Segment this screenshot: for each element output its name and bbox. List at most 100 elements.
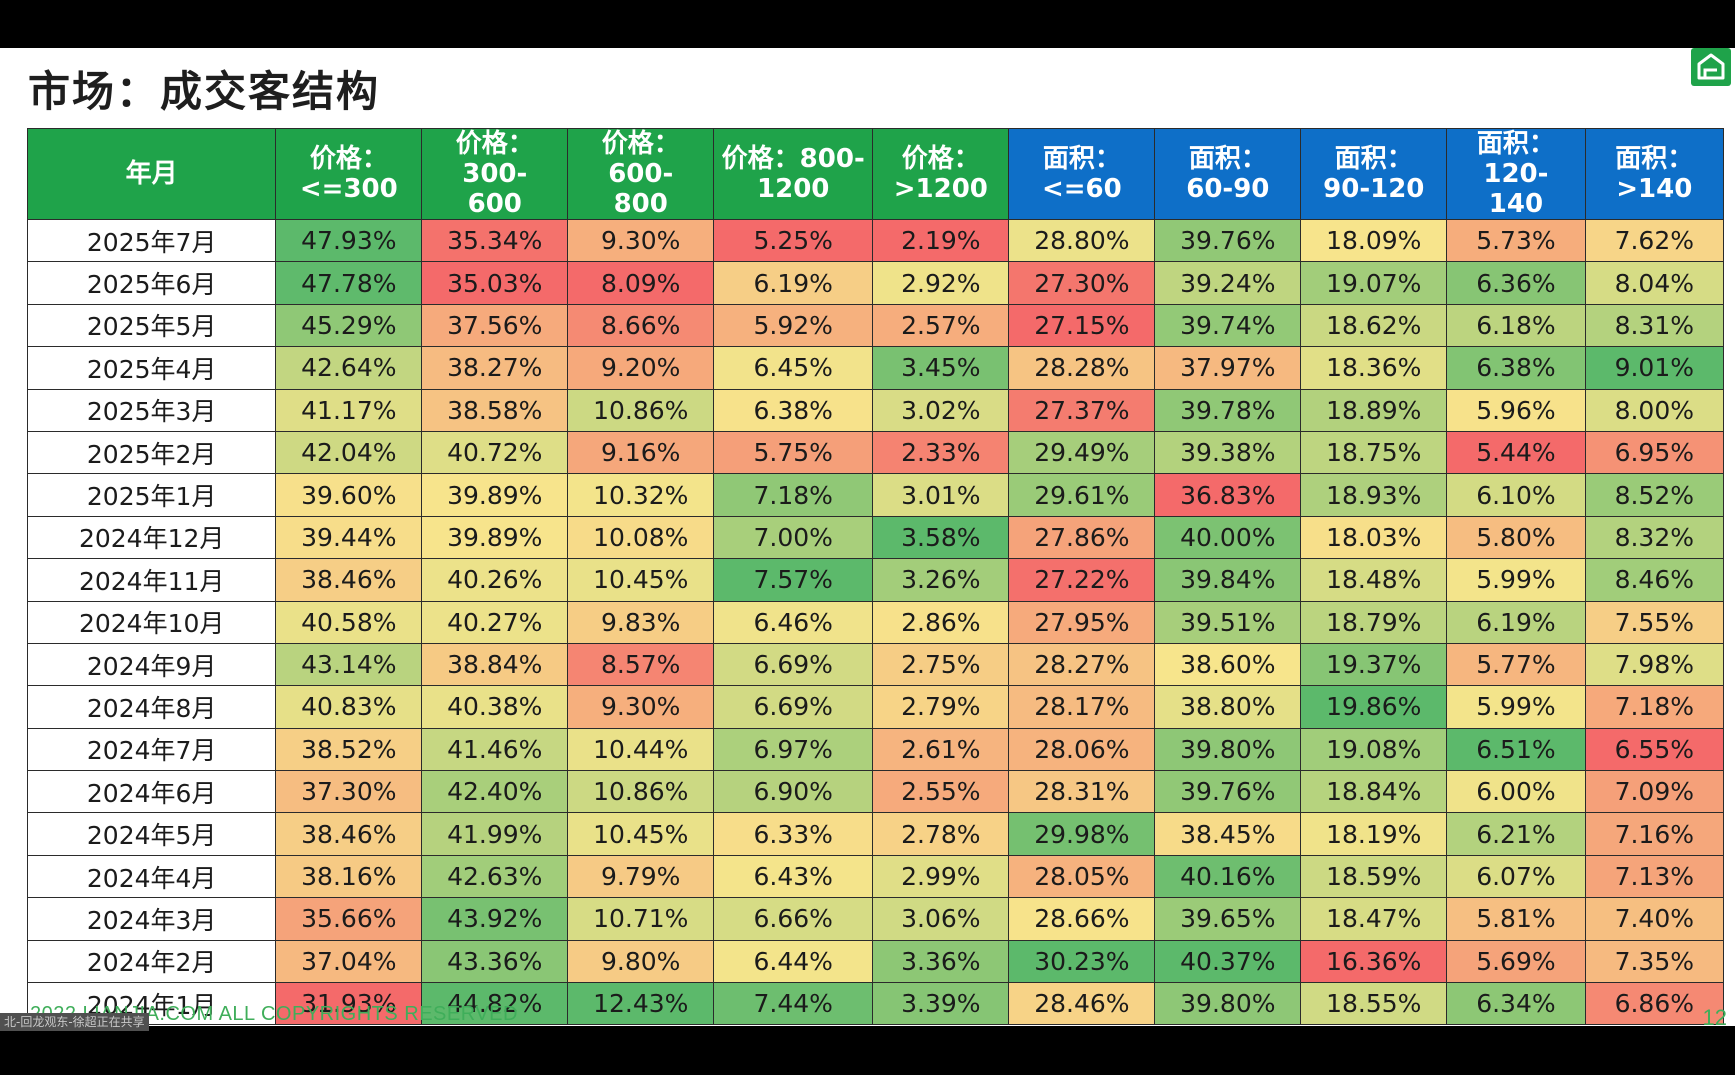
value-cell: 7.62%: [1584, 218, 1725, 263]
table-row: 2024年9月 43.14% 38.84% 8.57% 6.69% 2.75% 28.27%…: [26, 642, 1725, 687]
value-cell: 6.38%: [713, 388, 874, 432]
value-cell: 40.72%: [421, 430, 569, 475]
value-cell: 6.51%: [1446, 727, 1586, 772]
value-cell: 6.45%: [713, 346, 874, 390]
month-cell: 2024年12月: [26, 515, 277, 560]
column-header-line: 90-120: [1323, 174, 1425, 204]
value-cell: 43.14%: [275, 642, 423, 687]
page-title: 市场：成交客结构: [28, 67, 381, 116]
value-cell: 3.58%: [872, 515, 1010, 560]
value-cell: 2.86%: [872, 600, 1010, 644]
value-cell: 18.09%: [1300, 218, 1448, 263]
value-cell: 9.16%: [567, 430, 715, 475]
table-row: 2024年10月 40.58% 40.27% 9.83% 6.46% 2.86% 27.95…: [26, 600, 1725, 644]
value-cell: 2.99%: [872, 854, 1010, 899]
value-cell: 28.17%: [1008, 685, 1156, 729]
value-cell: 30.23%: [1008, 939, 1156, 984]
value-cell: 40.37%: [1154, 939, 1302, 984]
month-cell: 2024年11月: [26, 558, 277, 602]
value-cell: 3.45%: [872, 346, 1010, 390]
value-cell: 38.45%: [1154, 812, 1302, 856]
value-cell: 38.80%: [1154, 685, 1302, 729]
month-cell: 2025年5月: [26, 303, 277, 348]
value-cell: 9.20%: [567, 346, 715, 390]
value-cell: 29.61%: [1008, 473, 1156, 517]
value-cell: 16.36%: [1300, 939, 1448, 984]
value-cell: 18.48%: [1300, 558, 1448, 602]
value-cell: 18.47%: [1300, 897, 1448, 941]
column-header: 价格：600- 800: [567, 128, 715, 220]
column-header: 价格：300- 600: [421, 128, 569, 220]
value-cell: 39.78%: [1154, 388, 1302, 432]
value-cell: 40.16%: [1154, 854, 1302, 899]
value-cell: 45.29%: [275, 303, 423, 348]
column-header-line: 面积：: [1334, 144, 1413, 174]
column-header: 价格：800- 1200: [713, 128, 874, 220]
structure-table: 年月 价格： <=300 价格：300- 600 价格：600- 800 价格：800- 120…: [26, 128, 1725, 1026]
table-row: 2024年5月 38.46% 41.99% 10.45% 6.33% 2.78% 29.98…: [26, 812, 1725, 856]
table-row: 2024年11月 38.46% 40.26% 10.45% 7.57% 3.26% 27.2…: [26, 558, 1725, 602]
value-cell: 8.09%: [567, 261, 715, 305]
value-cell: 8.04%: [1584, 261, 1725, 305]
value-cell: 6.44%: [713, 939, 874, 984]
value-cell: 10.32%: [567, 473, 715, 517]
value-cell: 18.36%: [1300, 346, 1448, 390]
value-cell: 38.60%: [1154, 642, 1302, 687]
column-header-line: 1200: [757, 174, 830, 204]
value-cell: 38.27%: [421, 346, 569, 390]
value-cell: 44.82%: [421, 982, 569, 1026]
value-cell: 39.80%: [1154, 982, 1302, 1026]
value-cell: 6.33%: [713, 812, 874, 856]
value-cell: 36.83%: [1154, 473, 1302, 517]
value-cell: 35.66%: [275, 897, 423, 941]
value-cell: 40.00%: [1154, 515, 1302, 560]
value-cell: 42.40%: [421, 770, 569, 814]
value-cell: 10.45%: [567, 812, 715, 856]
value-cell: 8.31%: [1584, 303, 1725, 348]
value-cell: 27.30%: [1008, 261, 1156, 305]
value-cell: 18.62%: [1300, 303, 1448, 348]
column-header-line: 600: [467, 189, 522, 219]
column-header: 面积：120- 140: [1446, 128, 1586, 220]
value-cell: 6.19%: [1446, 600, 1586, 644]
column-header: 面积： 90-120: [1300, 128, 1448, 220]
value-cell: 2.19%: [872, 218, 1010, 263]
value-cell: 8.00%: [1584, 388, 1725, 432]
value-cell: 19.86%: [1300, 685, 1448, 729]
value-cell: 28.31%: [1008, 770, 1156, 814]
value-cell: 40.26%: [421, 558, 569, 602]
table-row: 2025年7月 47.93% 35.34% 9.30% 5.25% 2.19% 28.80%…: [26, 218, 1725, 263]
month-cell: 2025年1月: [26, 473, 277, 517]
value-cell: 39.65%: [1154, 897, 1302, 941]
value-cell: 6.00%: [1446, 770, 1586, 814]
month-cell: 2024年7月: [26, 727, 277, 772]
value-cell: 19.37%: [1300, 642, 1448, 687]
value-cell: 3.39%: [872, 982, 1010, 1026]
value-cell: 39.44%: [275, 515, 423, 560]
value-cell: 28.66%: [1008, 897, 1156, 941]
table-row: 2024年2月 37.04% 43.36% 9.80% 6.44% 3.36% 30.23%…: [26, 939, 1725, 984]
column-header-line: 面积：120-: [1476, 129, 1555, 189]
column-header: 面积： 60-90: [1154, 128, 1302, 220]
value-cell: 8.46%: [1584, 558, 1725, 602]
value-cell: 38.16%: [275, 854, 423, 899]
value-cell: 5.44%: [1446, 430, 1586, 475]
month-cell: 2024年9月: [26, 642, 277, 687]
value-cell: 9.30%: [567, 218, 715, 263]
month-cell: 2024年4月: [26, 854, 277, 899]
column-header-line: <=300: [299, 174, 398, 204]
month-cell: 2024年3月: [26, 897, 277, 941]
value-cell: 41.99%: [421, 812, 569, 856]
lianjia-house-icon: [1691, 48, 1731, 86]
value-cell: 6.66%: [713, 897, 874, 941]
value-cell: 39.60%: [275, 473, 423, 517]
value-cell: 19.07%: [1300, 261, 1448, 305]
value-cell: 38.46%: [275, 558, 423, 602]
month-cell: 2025年7月: [26, 218, 277, 263]
value-cell: 28.28%: [1008, 346, 1156, 390]
value-cell: 9.79%: [567, 854, 715, 899]
slide: 市场：成交客结构 年月 价格： <=300 价格：300- 600 价格：600- 800 价…: [0, 48, 1735, 1030]
value-cell: 6.46%: [713, 600, 874, 644]
value-cell: 39.74%: [1154, 303, 1302, 348]
value-cell: 47.78%: [275, 261, 423, 305]
